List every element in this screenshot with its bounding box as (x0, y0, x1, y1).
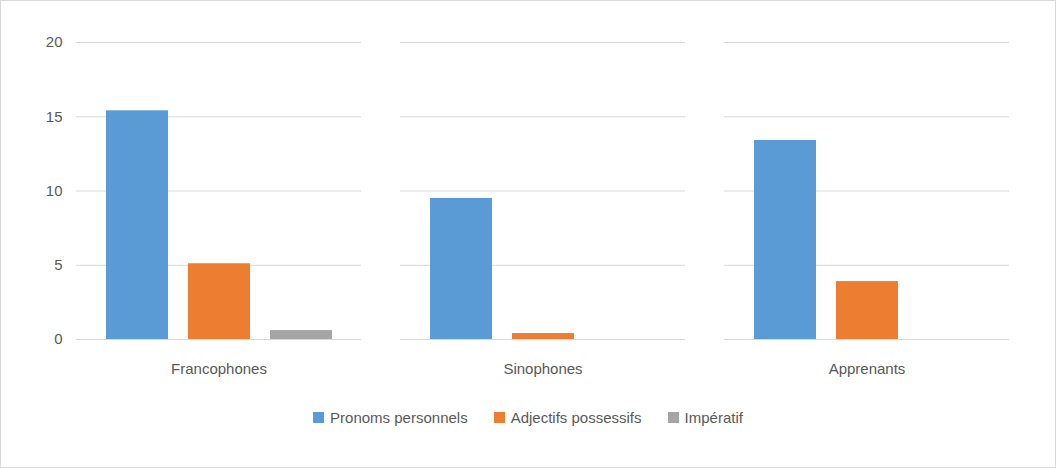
svg-text:5: 5 (54, 256, 62, 273)
html-text:Pronoms personnels: Pronoms personnels (330, 409, 468, 426)
svg-text:15: 15 (46, 108, 63, 125)
svg-text:Sinophones: Sinophones (503, 360, 582, 377)
html-text:Adjectifs possessifs: Adjectifs possessifs (510, 409, 642, 426)
svg-text:Apprenants: Apprenants (829, 360, 906, 377)
svg-text:Francophones: Francophones (171, 360, 267, 377)
html-text:Impératif: Impératif (684, 409, 743, 426)
svg-text:10: 10 (46, 182, 63, 199)
svg-text:20: 20 (46, 33, 63, 50)
svg-text:0: 0 (54, 330, 62, 347)
